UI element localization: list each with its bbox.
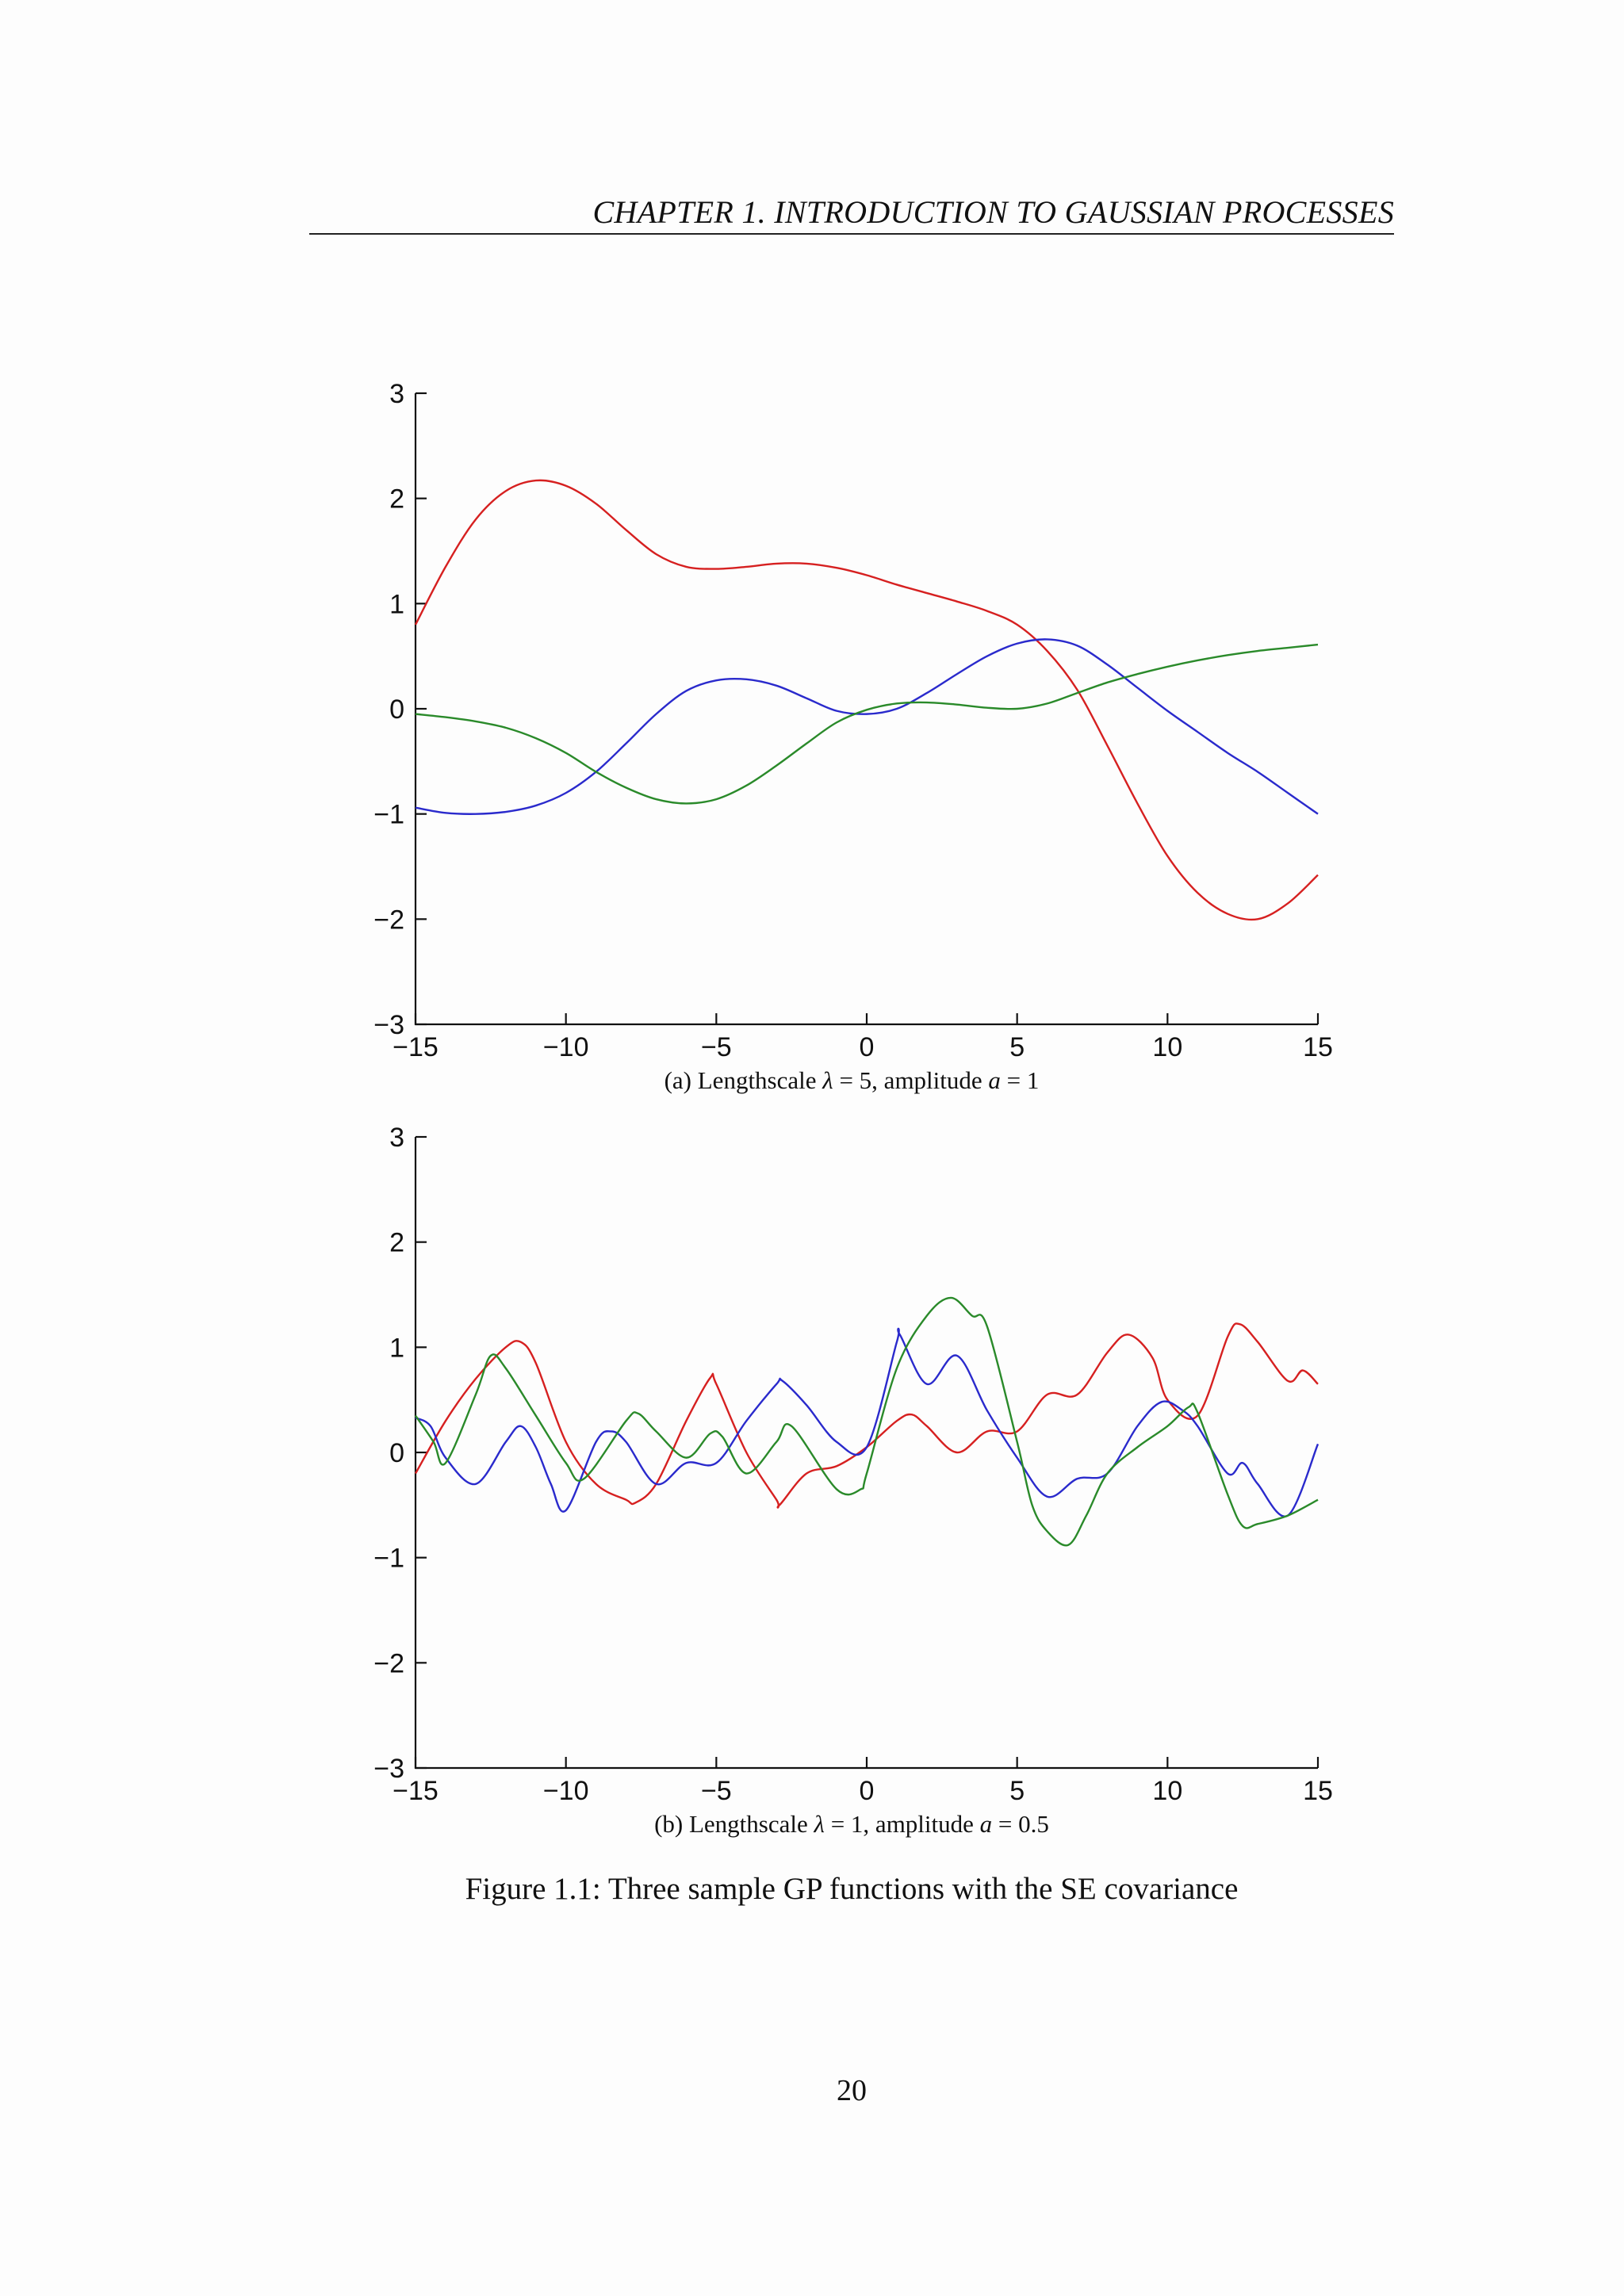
series-line-2: [415, 638, 1319, 815]
x-tick-label: 15: [1303, 1776, 1333, 1806]
y-tick-label: −3: [373, 1754, 404, 1784]
x-tick-label: −10: [543, 1776, 589, 1806]
figure-caption: Figure 1.1: Three sample GP functions wi…: [0, 1871, 1624, 1907]
x-tick-label: 15: [1303, 1032, 1333, 1062]
x-tick-label: 10: [1152, 1776, 1182, 1806]
y-tick-label: −2: [373, 1648, 404, 1678]
series-line-3: [415, 1296, 1319, 1547]
series-line-3: [415, 643, 1319, 805]
y-tick-label: 0: [389, 1438, 404, 1468]
x-tick-label: 0: [860, 1032, 875, 1062]
y-tick-label: 1: [389, 1333, 404, 1363]
subcaption-b: (b) Lengthscale λ = 1, amplitude a = 0.5: [0, 1810, 1624, 1839]
x-tick-label: −10: [543, 1032, 589, 1062]
x-tick-label: −5: [701, 1776, 732, 1806]
running-head-text: CHAPTER 1. INTRODUCTION TO GAUSSIAN PROC…: [592, 194, 1394, 230]
axis-frame: [414, 1137, 1318, 1770]
subcaption-a-amp-value: = 1: [1000, 1066, 1040, 1094]
y-tick-label: 1: [389, 589, 404, 619]
y-tick-label: 0: [389, 695, 404, 725]
x-tick-label: 5: [1009, 1032, 1025, 1062]
y-tick-label: −1: [373, 800, 404, 830]
x-tick-label: −5: [701, 1032, 732, 1062]
page-number: 20: [837, 2074, 867, 2107]
subcaption-a-prefix: (a) Lengthscale: [664, 1066, 823, 1094]
subcaption-a-lambda: λ: [822, 1066, 833, 1094]
x-tick-label: −15: [393, 1032, 439, 1062]
subcaption-b-amp-value: = 0.5: [992, 1810, 1049, 1838]
subcaption-b-lambda: λ: [814, 1810, 825, 1838]
subcaption-a-lambda-value: = 5, amplitude: [833, 1066, 989, 1094]
subcaption-b-amp-symbol: a: [979, 1810, 993, 1838]
running-head: CHAPTER 1. INTRODUCTION TO GAUSSIAN PROC…: [309, 187, 1394, 235]
series-line-1: [414, 1322, 1319, 1509]
subcaption-a: (a) Lengthscale λ = 5, amplitude a = 1: [0, 1066, 1624, 1095]
x-tick-label: −15: [393, 1776, 439, 1806]
y-tick-label: −3: [373, 1010, 404, 1040]
x-tick-label: 0: [860, 1776, 875, 1806]
y-tick-label: −2: [373, 905, 404, 935]
x-tick-label: 10: [1152, 1032, 1182, 1062]
series-line-1: [414, 479, 1319, 921]
y-tick-label: 3: [389, 1123, 404, 1153]
y-tick-label: 2: [389, 1228, 404, 1258]
subcaption-a-amp-symbol: a: [988, 1066, 1001, 1094]
y-tick-label: −1: [373, 1544, 404, 1574]
subcaption-b-lambda-value: = 1, amplitude: [824, 1810, 980, 1838]
series-line-2: [415, 1327, 1320, 1517]
subcaption-b-prefix: (b) Lengthscale: [654, 1810, 814, 1838]
x-tick-label: 5: [1009, 1776, 1025, 1806]
y-tick-label: 3: [389, 379, 404, 409]
y-tick-label: 2: [389, 484, 404, 515]
figure-caption-text: Figure 1.1: Three sample GP functions wi…: [465, 1872, 1239, 1906]
